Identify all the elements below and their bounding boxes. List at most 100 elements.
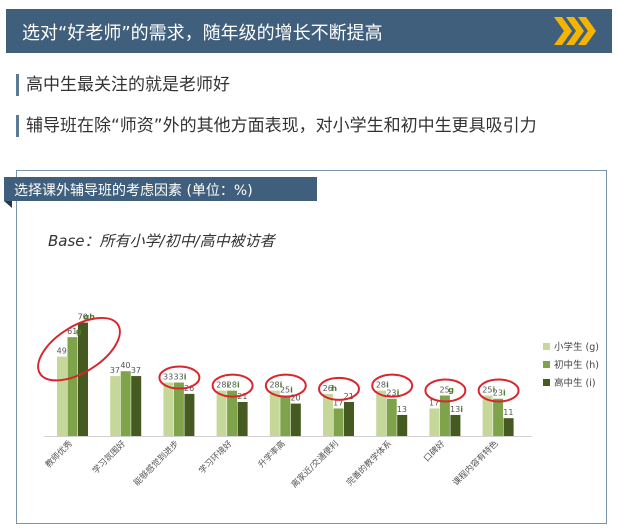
significance-label: i (184, 373, 187, 382)
highlight-circle (371, 373, 414, 398)
title-banner: 选对“好老师”的需求，随年级的增长不断提高 (6, 9, 612, 53)
finding-text: 高中生最关注的就是老师好 (26, 75, 230, 95)
data-label: 40 (120, 361, 130, 370)
highlight-circle (264, 373, 307, 398)
bar-7-2 (450, 414, 461, 436)
data-label: 28 (227, 381, 237, 390)
chart-title: 选择课外辅导班的考虑因素 (单位：%) (14, 183, 253, 199)
bar-5-0 (323, 393, 333, 436)
finding-item: 高中生最关注的就是老师好 (16, 72, 596, 98)
highlight-circle (211, 373, 254, 398)
significance-label: h (331, 384, 337, 393)
significance-label: g (76, 327, 82, 336)
significance-label: i (237, 381, 240, 390)
bar-6-1 (386, 398, 397, 436)
bar-8-1 (493, 398, 504, 436)
significance-label: i (226, 381, 229, 390)
legend-label: 初中生 (h) (554, 359, 599, 371)
data-label: 49 (57, 347, 67, 356)
legend-swatch (543, 379, 550, 386)
bar-7-0 (429, 408, 440, 436)
data-label: 25 (482, 386, 492, 395)
highlight-circle (477, 378, 520, 403)
bar-6-0 (376, 390, 387, 436)
significance-label: i (460, 405, 463, 414)
data-label: 33 (174, 373, 184, 382)
base-note: Base：所有小学/初中/高中被访者 (48, 232, 275, 250)
data-label: 25 (280, 386, 290, 395)
bar-0-0 (57, 356, 67, 436)
category-label: 离家近/交通便利 (289, 438, 341, 490)
significance-label: i (386, 381, 389, 390)
bullet-marker (16, 115, 19, 137)
bar-4-0 (269, 390, 280, 436)
bullet-marker (16, 74, 19, 96)
data-label: 21 (344, 392, 354, 401)
chevron-right-icon (554, 17, 596, 45)
bar-0-2 (78, 322, 88, 436)
data-label: 11 (503, 408, 513, 417)
bar-1-0 (110, 376, 121, 436)
highlight-circle (158, 365, 201, 390)
data-label: 28 (216, 381, 226, 390)
bar-5-2 (344, 401, 354, 436)
data-label: 28 (376, 381, 386, 390)
panel-tab-fold (4, 201, 12, 208)
bar-8-2 (503, 418, 514, 436)
bar-4-1 (280, 395, 291, 436)
data-label: 13 (450, 405, 460, 414)
category-label: 完善的教学体系 (344, 438, 394, 488)
category-label: 口碑好 (421, 438, 447, 464)
page-title: 选对“好老师”的需求，随年级的增长不断提高 (22, 23, 383, 44)
data-label: 33 (163, 373, 173, 382)
data-label: 17 (429, 398, 439, 407)
bar-0-1 (67, 337, 78, 436)
category-label: 能够感觉到进步 (131, 438, 181, 488)
data-label: 21 (237, 392, 247, 401)
bar-4-2 (290, 403, 301, 436)
legend-swatch (543, 343, 550, 350)
bar-1-1 (120, 371, 131, 436)
bar-3-0 (216, 390, 227, 436)
data-label: 26 (184, 384, 194, 393)
data-label: 23 (386, 389, 396, 398)
data-label: 13 (397, 405, 407, 414)
panel-tab (4, 177, 317, 201)
bar-7-1 (439, 395, 450, 436)
significance-label: g (448, 386, 454, 395)
highlight-circle (318, 376, 360, 401)
significance-label: i (397, 389, 400, 398)
key-findings: 高中生最关注的就是老师好 辅导班在除“师资”外的其他方面表现，对小学生和初中生更… (16, 72, 596, 154)
legend-label: 高中生 (i) (554, 377, 596, 389)
data-label: 20 (290, 394, 300, 403)
category-label: 学习氛围好 (90, 438, 128, 476)
data-label: 17 (333, 398, 343, 407)
category-label: 学习环境好 (197, 438, 235, 476)
bar-1-2 (131, 376, 142, 436)
finding-item: 辅导班在除“师资”外的其他方面表现，对小学生和初中生更具吸引力 (16, 113, 596, 139)
significance-label: i (503, 389, 506, 398)
legend-label: 小学生 (g) (554, 341, 599, 353)
category-label: 升学率高 (256, 438, 288, 470)
data-label: 25 (440, 386, 450, 395)
finding-text: 辅导班在除“师资”外的其他方面表现，对小学生和初中生更具吸引力 (26, 116, 537, 136)
highlight-circle (424, 378, 467, 403)
data-label: 37 (110, 366, 120, 375)
bar-6-2 (397, 414, 408, 436)
bar-3-2 (237, 401, 248, 436)
bar-2-0 (163, 382, 174, 436)
data-label: 28 (269, 381, 279, 390)
highlight-circle (37, 316, 121, 382)
bar-2-1 (173, 382, 184, 436)
significance-label: i (280, 381, 283, 390)
bar-8-0 (482, 395, 493, 436)
significance-label: gh (84, 313, 96, 322)
category-label: 课程内容有特色 (451, 438, 501, 488)
category-label: 教师优秀 (43, 438, 75, 470)
legend-swatch (543, 361, 550, 368)
significance-label: i (290, 386, 293, 395)
data-label: 26 (323, 384, 333, 393)
data-label: 61 (67, 327, 77, 336)
bar-5-1 (333, 408, 344, 436)
